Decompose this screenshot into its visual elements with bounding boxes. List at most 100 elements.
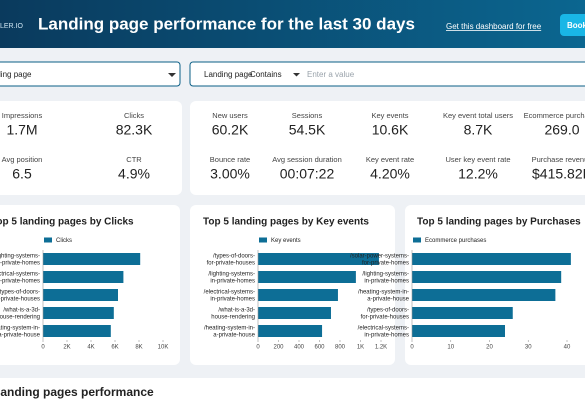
bar <box>43 289 118 301</box>
x-tick-label: 2K <box>63 345 70 351</box>
y-tick-label: /solar-power-systems-for-private-homes <box>350 253 409 266</box>
filter-box <box>189 61 585 87</box>
x-tick-label: 1.2K <box>375 345 387 351</box>
kpi-label: Clicks <box>124 111 144 120</box>
x-tick-label: 4K <box>87 345 94 351</box>
kpi-label: New users <box>212 111 248 120</box>
bar <box>43 271 124 283</box>
kpi-label: Bounce rate <box>210 155 250 164</box>
kpi-label: Sessions <box>292 111 323 120</box>
page-title: Landing page performance for the last 30… <box>38 14 415 33</box>
y-tick-label: /types-of-doors-for-private-houses <box>207 253 255 266</box>
kpi-value: 12.2% <box>458 166 498 182</box>
y-tick-label: /types-of-doors-for-private-houses <box>361 307 409 320</box>
bar <box>258 253 379 265</box>
bar <box>43 325 111 337</box>
operator-arrow <box>293 73 300 77</box>
book-button[interactable] <box>560 14 585 36</box>
legend-label: Clicks <box>56 238 72 244</box>
chart-card <box>190 205 395 365</box>
table-card <box>0 378 585 401</box>
dimension-dropdown[interactable] <box>0 61 181 87</box>
kpi-label: Purchase revenue <box>532 155 585 164</box>
y-tick-label: /lighting-systems-in-private-homes <box>208 271 255 284</box>
kpi-value: 4.20% <box>370 166 410 182</box>
y-tick-label: /what-is-a-3d-house-rendering <box>0 307 40 320</box>
dimension-dropdown-value[interactable]: Landing page <box>0 70 32 79</box>
filter-input[interactable]: Enter a value <box>307 70 355 79</box>
x-tick-label: 0 <box>410 345 414 351</box>
y-tick-label: /heating-system-in-a-private-house <box>204 325 256 338</box>
x-tick-label: 30 <box>525 345 532 351</box>
book-button-label[interactable]: Book <box>567 21 585 30</box>
legend-swatch <box>413 237 421 243</box>
x-tick-label: 10K <box>158 345 169 351</box>
x-tick-label: 20 <box>486 345 493 351</box>
kpi-label: Ecommerce purchases <box>524 111 585 120</box>
x-tick-label: 0 <box>41 345 45 351</box>
kpi-value: 3.00% <box>210 166 250 182</box>
kpi-value: 10.6K <box>372 122 409 138</box>
bar <box>43 253 141 265</box>
kpi-label: CTR <box>126 155 142 164</box>
x-tick-label: 800 <box>335 345 346 351</box>
x-tick-label: 200 <box>273 345 284 351</box>
kpi-value: 4.9% <box>118 166 150 182</box>
y-tick-label: /electrical-systems-in-private-homes <box>204 289 255 302</box>
y-tick-label: /lighting-systems-in-private-homes <box>0 253 40 266</box>
kpi-value: 269.0 <box>544 122 579 138</box>
dropdown-arrow <box>168 73 176 77</box>
chart-card <box>405 205 585 365</box>
bar <box>43 307 114 319</box>
x-tick-label: 400 <box>294 345 305 351</box>
x-tick-label: 40 <box>564 345 571 351</box>
y-tick-label: /heating-system-in-a-private-house <box>358 289 410 302</box>
x-tick-label: 8K <box>135 345 142 351</box>
cta-link[interactable]: Get this dashboard for free <box>446 22 542 31</box>
bar <box>412 325 505 337</box>
kpi-value: 8.7K <box>464 122 493 138</box>
chart-title: Top 5 landing pages by Key events <box>203 217 369 228</box>
bar <box>258 325 323 337</box>
y-tick-label: /heating-system-in-a-private-house <box>0 325 41 338</box>
y-tick-label: /types-of-doors-for-private-houses <box>0 289 40 302</box>
kpi-value: 54.5K <box>289 122 326 138</box>
chart-title: Top 5 landing pages by Purchases <box>417 217 581 228</box>
y-tick-label: /what-is-a-3d-house-rendering <box>211 307 255 320</box>
logo: LER.IO <box>0 23 24 30</box>
bar <box>412 307 513 319</box>
chart-card <box>0 205 180 365</box>
x-tick-label: 600 <box>314 345 325 351</box>
kpi-label: User key event rate <box>445 155 510 164</box>
section-title: Landing pages performance <box>0 385 154 399</box>
kpi-label: Impressions <box>2 111 43 120</box>
kpi-value: 1.7M <box>6 122 37 138</box>
y-tick-label: /electrical-systems-in-private-homes <box>358 325 409 338</box>
legend-label: Key events <box>271 238 301 244</box>
bar <box>258 289 338 301</box>
x-tick-label: 10 <box>447 345 454 351</box>
kpi-label: Avg session duration <box>272 155 342 164</box>
kpi-card <box>190 101 585 195</box>
filter-field[interactable]: Landing page <box>204 70 253 79</box>
bar <box>258 307 331 319</box>
kpi-label: Key event total users <box>443 111 513 120</box>
kpi-value: 60.2K <box>212 122 249 138</box>
chart-title: Top 5 landing pages by Clicks <box>0 217 134 228</box>
kpi-value: 82.3K <box>116 122 153 138</box>
bar <box>258 271 356 283</box>
kpi-value: 6.5 <box>12 166 32 182</box>
legend-label: Ecommerce purchases <box>425 238 486 244</box>
filter-operator[interactable]: Contains <box>250 70 282 79</box>
kpi-value: 00:07:22 <box>280 166 335 182</box>
y-tick-label: /electrical-systems-in-private-homes <box>0 271 40 284</box>
kpi-value: $415.82K <box>532 166 585 182</box>
x-tick-label: 0 <box>256 345 260 351</box>
kpi-card <box>0 101 182 195</box>
kpi-label: Key events <box>371 111 408 120</box>
legend-swatch <box>259 237 267 243</box>
kpi-label: Avg position <box>2 155 43 164</box>
bar <box>412 289 556 301</box>
